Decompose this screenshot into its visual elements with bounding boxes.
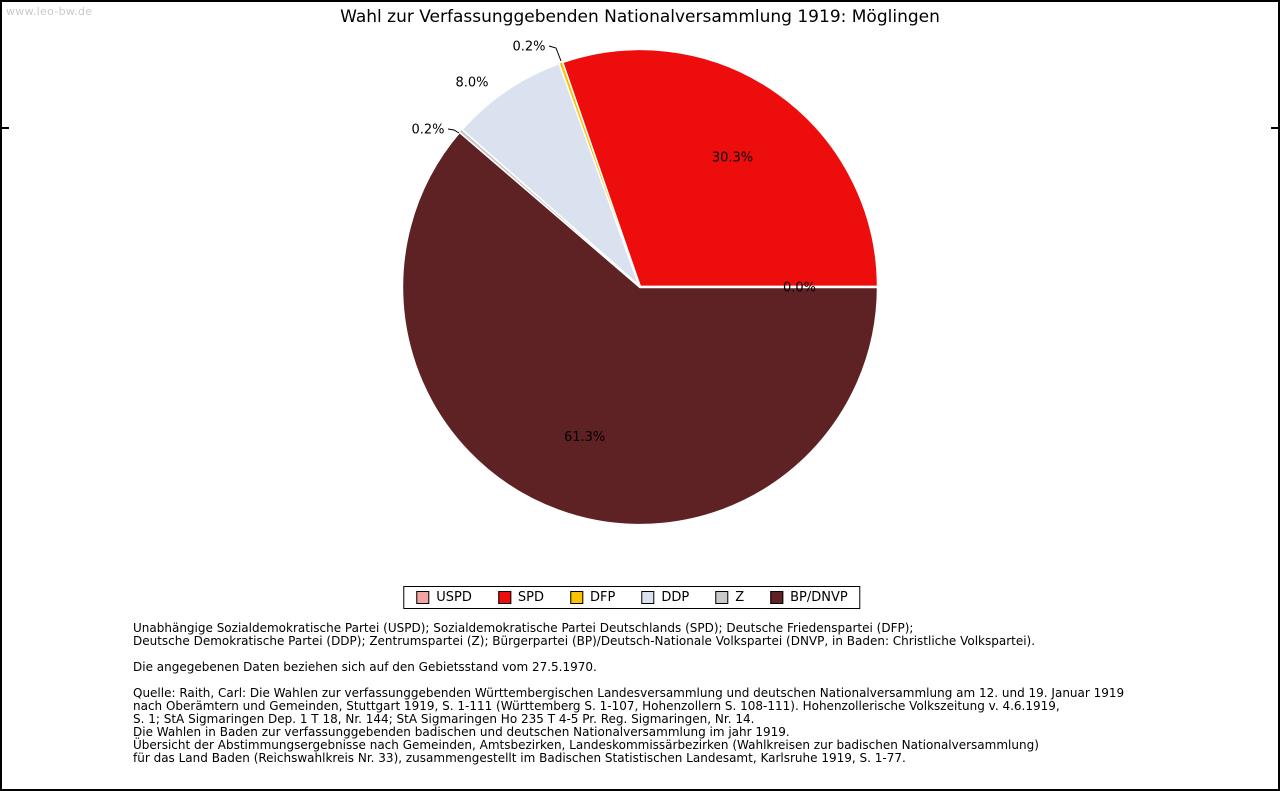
- legend-label-bp-dnvp: BP/DNVP: [790, 590, 848, 605]
- pie-slice-ddp: [460, 61, 642, 289]
- pct-label-ddp: 8.0%: [455, 76, 488, 91]
- source-note-line: S. 1; StA Sigmaringen Dep. 1 T 18, Nr. 1…: [133, 712, 755, 726]
- legend-swatch-bp-dnvp: [770, 591, 784, 604]
- party-abbreviation-note-line: Unabhängige Sozialdemokratische Partei (…: [133, 621, 914, 635]
- leader-line-z: [447, 128, 460, 134]
- legend-swatch-dfp: [570, 591, 584, 604]
- source-note-line: nach Oberämtern und Gemeinden, Stuttgart…: [133, 699, 1060, 713]
- legend-item-ddp: DDP: [641, 590, 689, 605]
- legend-label-ddp: DDP: [661, 590, 690, 605]
- data-note: Die angegebenen Daten beziehen sich auf …: [133, 660, 597, 674]
- pie-slice-bp-dnvp: [400, 130, 880, 527]
- pct-label-bp-dnvp: 61.3%: [564, 430, 605, 445]
- leader-line-dfp: [548, 45, 562, 62]
- legend-swatch-spd: [497, 591, 511, 604]
- pct-label-spd: 30.3%: [712, 151, 753, 166]
- pie-slice-z: [459, 129, 641, 288]
- legend-label-dfp: DFP: [590, 590, 616, 605]
- chart-title: Wahl zur Verfassunggebenden Nationalvers…: [340, 7, 940, 27]
- pie-slice-dfp: [559, 61, 641, 288]
- legend-box: USPD SPD DFP DDP Z BP/DNVP: [403, 586, 861, 609]
- legend-swatch-uspd: [416, 591, 430, 604]
- legend-item-bp-dnvp: BP/DNVP: [770, 590, 848, 605]
- legend-label-spd: SPD: [517, 590, 545, 605]
- legend-label-z: Z: [735, 590, 745, 605]
- source-note-line: Die Wahlen in Baden zur verfassunggebend…: [133, 725, 790, 739]
- axis-tick-left: [2, 127, 9, 129]
- source-note-line: Quelle: Raith, Carl: Die Wahlen zur verf…: [133, 686, 1125, 700]
- legend-item-z: Z: [715, 590, 744, 605]
- axis-tick-right: [1271, 127, 1278, 129]
- source-note-line: Übersicht der Abstimmungsergebnisse nach…: [133, 738, 1039, 752]
- pie-slice-spd: [561, 47, 880, 289]
- pct-label-z: 0.2%: [411, 123, 444, 138]
- legend-label-uspd: USPD: [436, 590, 472, 605]
- footer-notes: Unabhängige Sozialdemokratische Partei (…: [133, 622, 1124, 765]
- legend-item-uspd: USPD: [416, 590, 472, 605]
- pct-label-dfp: 0.2%: [512, 40, 545, 55]
- legend-item-spd: SPD: [497, 590, 545, 605]
- pct-label-uspd: 0.0%: [783, 281, 816, 296]
- site-watermark: www.leo-bw.de: [6, 5, 93, 18]
- source-note-line: für das Land Baden (Reichswahlkreis Nr. …: [133, 751, 906, 765]
- legend-item-dfp: DFP: [570, 590, 615, 605]
- legend-swatch-ddp: [641, 591, 655, 604]
- party-abbreviation-note-line: Deutsche Demokratische Partei (DDP); Zen…: [133, 634, 1036, 648]
- legend-swatch-z: [715, 591, 729, 604]
